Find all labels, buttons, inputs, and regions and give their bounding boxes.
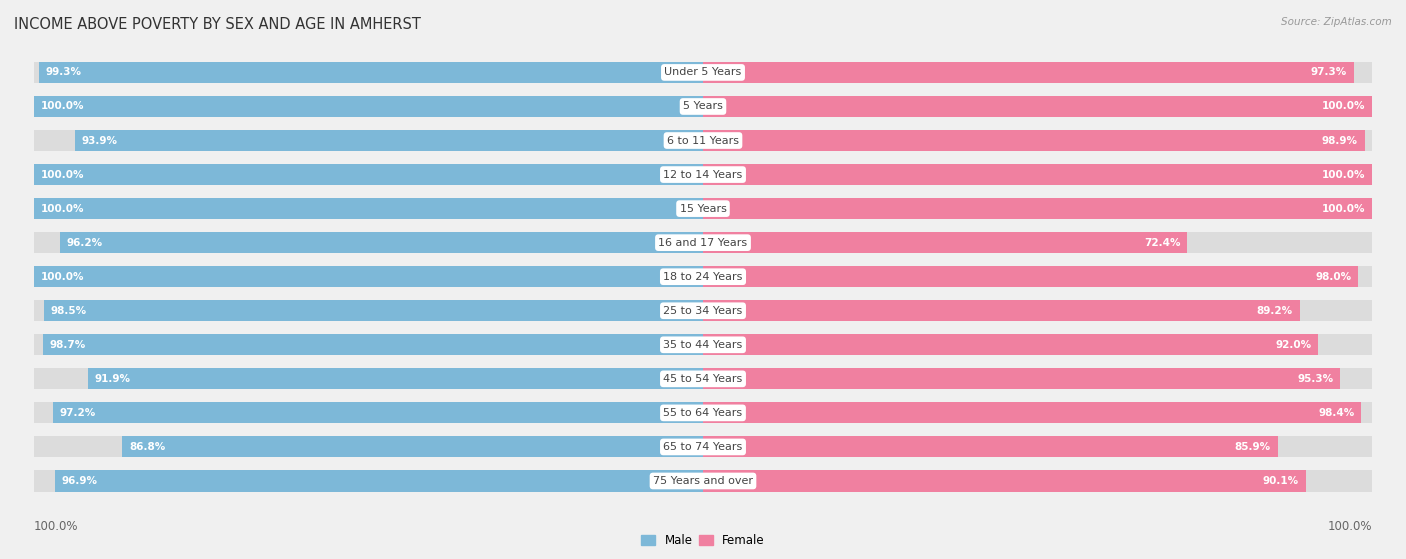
Text: 86.8%: 86.8% [129, 442, 166, 452]
Text: 35 to 44 Years: 35 to 44 Years [664, 340, 742, 350]
Text: 89.2%: 89.2% [1257, 306, 1294, 316]
Text: 18 to 24 Years: 18 to 24 Years [664, 272, 742, 282]
Text: 100.0%: 100.0% [41, 203, 84, 214]
Text: INCOME ABOVE POVERTY BY SEX AND AGE IN AMHERST: INCOME ABOVE POVERTY BY SEX AND AGE IN A… [14, 17, 420, 32]
Bar [703, 471, 1306, 491]
Text: 98.9%: 98.9% [1322, 135, 1358, 145]
Text: 98.4%: 98.4% [1319, 408, 1354, 418]
Bar [703, 232, 1187, 253]
Text: 65 to 74 Years: 65 to 74 Years [664, 442, 742, 452]
Text: Under 5 Years: Under 5 Years [665, 68, 741, 78]
Bar [703, 62, 1372, 83]
Bar [703, 334, 1319, 356]
Bar [703, 164, 1372, 185]
Text: 93.9%: 93.9% [82, 135, 118, 145]
Bar [34, 198, 703, 219]
Bar [44, 300, 703, 321]
Legend: Male, Female: Male, Female [637, 529, 769, 552]
Bar [34, 130, 703, 151]
Bar [55, 471, 703, 491]
Bar [703, 437, 1372, 457]
Text: 98.7%: 98.7% [49, 340, 86, 350]
Bar [34, 164, 703, 185]
Bar [703, 300, 1372, 321]
Bar [703, 198, 1372, 219]
Bar [703, 402, 1372, 423]
Text: 45 to 54 Years: 45 to 54 Years [664, 374, 742, 384]
Bar [703, 300, 1299, 321]
Bar [89, 368, 703, 390]
Bar [703, 96, 1372, 117]
Bar [34, 62, 703, 83]
Bar [34, 96, 703, 117]
Bar [34, 266, 703, 287]
Text: 97.3%: 97.3% [1310, 68, 1347, 78]
Text: 96.9%: 96.9% [62, 476, 97, 486]
Text: 12 to 14 Years: 12 to 14 Years [664, 169, 742, 179]
Text: 100.0%: 100.0% [41, 102, 84, 111]
Bar [34, 471, 703, 491]
Bar [703, 130, 1372, 151]
Bar [703, 232, 1372, 253]
Bar [34, 402, 703, 423]
Text: 97.2%: 97.2% [59, 408, 96, 418]
Text: 95.3%: 95.3% [1298, 374, 1334, 384]
Bar [59, 232, 703, 253]
Text: 100.0%: 100.0% [1322, 203, 1365, 214]
Bar [703, 266, 1358, 287]
Bar [703, 368, 1340, 390]
Text: 6 to 11 Years: 6 to 11 Years [666, 135, 740, 145]
Text: 100.0%: 100.0% [1322, 102, 1365, 111]
Text: 72.4%: 72.4% [1144, 238, 1181, 248]
Bar [39, 62, 703, 83]
Text: 98.0%: 98.0% [1316, 272, 1351, 282]
Bar [703, 96, 1372, 117]
Bar [703, 130, 1364, 151]
Bar [34, 334, 703, 356]
Text: 90.1%: 90.1% [1263, 476, 1299, 486]
Bar [34, 300, 703, 321]
Text: 25 to 34 Years: 25 to 34 Years [664, 306, 742, 316]
Bar [703, 471, 1372, 491]
Bar [703, 437, 1278, 457]
Text: 100.0%: 100.0% [1327, 520, 1372, 533]
Bar [34, 368, 703, 390]
Text: 85.9%: 85.9% [1234, 442, 1271, 452]
Text: 91.9%: 91.9% [96, 374, 131, 384]
Bar [703, 402, 1361, 423]
Bar [122, 437, 703, 457]
Bar [42, 334, 703, 356]
Text: 16 and 17 Years: 16 and 17 Years [658, 238, 748, 248]
Text: 99.3%: 99.3% [45, 68, 82, 78]
Bar [703, 334, 1372, 356]
Text: 98.5%: 98.5% [51, 306, 87, 316]
Bar [703, 62, 1354, 83]
Text: 100.0%: 100.0% [1322, 169, 1365, 179]
Bar [703, 368, 1372, 390]
Text: 75 Years and over: 75 Years and over [652, 476, 754, 486]
Bar [34, 198, 703, 219]
Bar [34, 164, 703, 185]
Text: 92.0%: 92.0% [1275, 340, 1312, 350]
Bar [34, 232, 703, 253]
Text: 100.0%: 100.0% [34, 520, 79, 533]
Bar [703, 164, 1372, 185]
Bar [703, 198, 1372, 219]
Bar [703, 266, 1372, 287]
Bar [75, 130, 703, 151]
Bar [34, 266, 703, 287]
Text: 15 Years: 15 Years [679, 203, 727, 214]
Text: Source: ZipAtlas.com: Source: ZipAtlas.com [1281, 17, 1392, 27]
Text: 100.0%: 100.0% [41, 272, 84, 282]
Bar [34, 437, 703, 457]
Bar [34, 96, 703, 117]
Text: 100.0%: 100.0% [41, 169, 84, 179]
Bar [53, 402, 703, 423]
Text: 96.2%: 96.2% [66, 238, 103, 248]
Text: 5 Years: 5 Years [683, 102, 723, 111]
Text: 55 to 64 Years: 55 to 64 Years [664, 408, 742, 418]
